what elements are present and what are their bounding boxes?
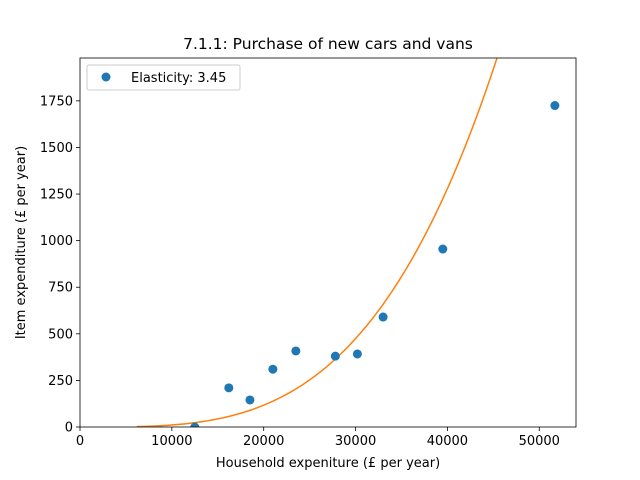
legend-label: Elasticity: 3.45 [131,71,226,86]
y-tick-label: 250 [48,374,73,389]
y-axis-ticks: 0 250 500 750 1000 1250 1500 1750 [40,94,80,436]
y-tick-label: 1500 [40,141,73,156]
data-point [268,364,278,374]
data-point [438,244,448,254]
y-axis-title: Item expenditure (£ per year) [14,146,29,339]
chart-title: 7.1.1: Purchase of new cars and vans [183,35,473,53]
x-tick-label: 40000 [427,434,468,449]
fit-curve-line [136,58,498,427]
plot-data [136,58,560,427]
data-points [190,101,560,427]
legend: Elasticity: 3.45 [86,64,241,91]
y-tick-label: 1750 [40,94,73,109]
data-point [352,349,362,359]
y-tick-label: 750 [48,281,73,296]
data-point [291,346,301,356]
data-point [330,351,340,361]
plot-frame [79,57,577,428]
plot-area-background [80,58,576,427]
y-tick-label: 1250 [40,188,73,203]
data-point [224,383,234,393]
data-point [550,101,560,111]
x-tick-label: 10000 [151,434,192,449]
legend-marker [101,72,111,82]
x-axis-ticks: 0 10000 20000 30000 40000 50000 [76,427,560,449]
data-point [245,395,255,405]
y-tick-label: 1000 [40,234,73,249]
y-tick-label: 500 [48,327,73,342]
y-tick-label: 0 [65,421,73,436]
x-axis-title: Household expeniture (£ per year) [216,456,440,471]
data-point [378,312,388,322]
x-tick-label: 50000 [519,434,560,449]
legend-box [86,64,241,91]
data-point [190,422,200,427]
x-tick-label: 0 [76,434,84,449]
x-tick-label: 30000 [335,434,376,449]
x-tick-label: 20000 [243,434,284,449]
